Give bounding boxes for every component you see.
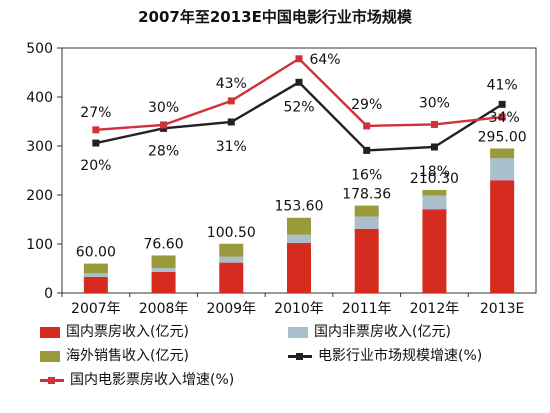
series-data-label: 34%	[489, 110, 520, 126]
legend-label-domestic-non-box-office: 国内非票房收入(亿元)	[314, 324, 451, 340]
bar-segment	[422, 195, 447, 210]
series-data-label: 30%	[148, 100, 179, 116]
y-tick-label: 400	[26, 90, 53, 106]
bar-segment	[219, 256, 244, 263]
legend-item-domestic-box-office: 国内票房收入(亿元)	[40, 322, 189, 342]
x-tick-label: 2010年	[274, 301, 324, 317]
series-marker	[498, 100, 506, 108]
bar-total-label: 295.00	[478, 129, 527, 145]
legend-line-box-office-growth	[40, 375, 64, 386]
y-tick-label: 100	[26, 237, 53, 253]
series-data-label: 20%	[80, 158, 111, 174]
bar-segment	[287, 243, 311, 293]
series-data-label: 27%	[80, 105, 111, 121]
series-marker	[227, 118, 235, 126]
series-data-label: 28%	[148, 143, 179, 159]
bar-segment	[151, 255, 176, 269]
legend-label-domestic-box-office: 国内票房收入(亿元)	[66, 324, 189, 340]
bar-segment	[490, 158, 515, 181]
legend-swatch-overseas-sales	[40, 350, 60, 362]
legend-item-box-office-growth: 国内电影票房收入增速(%)	[40, 370, 234, 390]
series-marker	[498, 113, 506, 121]
legend-label-industry-growth: 电影行业市场规模增速(%)	[318, 348, 483, 364]
chart-title: 2007年至2013E中国电影行业市场规模	[138, 8, 412, 26]
bar-segment	[151, 268, 176, 272]
x-tick-label: 2011年	[342, 301, 392, 317]
bar-segment	[219, 262, 244, 293]
x-tick-label: 2013E	[480, 301, 524, 317]
series-data-label: 52%	[283, 99, 314, 115]
series-marker	[295, 55, 303, 63]
bar-segment	[83, 273, 108, 277]
series-data-label: 29%	[351, 97, 382, 113]
bar-segment	[287, 234, 311, 244]
bar-segment	[490, 180, 515, 293]
series-data-label: 16%	[351, 167, 382, 183]
legend: 国内票房收入(亿元) 国内非票房收入(亿元) 海外销售收入(亿元) 电影行业市场…	[40, 322, 540, 410]
series-marker	[363, 122, 371, 130]
series-marker	[227, 97, 235, 105]
bar-total-label: 178.36	[342, 187, 391, 203]
bar-total-label: 210.30	[410, 171, 459, 187]
bar-segment	[83, 276, 108, 293]
series-data-label: 64%	[309, 52, 340, 68]
legend-item-industry-growth: 电影行业市场规模增速(%)	[288, 346, 482, 366]
series-data-label: 43%	[216, 76, 247, 92]
series-data-label: 30%	[419, 95, 450, 111]
bar-segment	[83, 263, 108, 274]
series-marker	[92, 139, 100, 147]
bar-segment	[354, 205, 379, 217]
x-tick-label: 2008年	[139, 301, 189, 317]
y-tick-label: 0	[44, 286, 53, 302]
legend-item-domestic-non-box-office: 国内非票房收入(亿元)	[288, 322, 451, 342]
x-tick-label: 2012年	[410, 301, 460, 317]
series-line	[95, 57, 503, 132]
y-tick-label: 200	[26, 188, 53, 204]
bar-segment	[422, 209, 447, 293]
legend-swatch-domestic-box-office	[40, 326, 60, 338]
bar-total-label: 60.00	[76, 245, 116, 261]
legend-line-industry-growth	[288, 351, 312, 362]
series-marker	[363, 146, 371, 154]
y-tick-label: 500	[26, 41, 53, 57]
series-marker	[160, 121, 168, 129]
series-marker	[92, 126, 100, 134]
x-tick-label: 2007年	[71, 301, 121, 317]
series-data-label: 41%	[487, 77, 518, 93]
series-line	[95, 80, 503, 152]
y-tick-label: 300	[26, 139, 53, 155]
bar-total-label: 76.60	[144, 236, 184, 252]
bar-segment	[219, 243, 244, 257]
bar-total-label: 100.50	[207, 225, 256, 241]
bar-segment	[354, 228, 379, 293]
legend-label-box-office-growth: 国内电影票房收入增速(%)	[70, 372, 235, 388]
bar-segment	[422, 189, 447, 196]
bar-segment	[151, 271, 176, 293]
series-marker	[430, 143, 438, 151]
bar-total-label: 153.60	[275, 199, 324, 215]
bar-segment	[287, 217, 311, 235]
series-marker	[295, 78, 303, 86]
series-marker	[430, 120, 438, 128]
legend-item-overseas-sales: 海外销售收入(亿元)	[40, 346, 189, 366]
bar-segment	[490, 148, 515, 159]
series-data-label: 31%	[216, 139, 247, 155]
bar-segment	[354, 216, 379, 229]
legend-swatch-domestic-non-box-office	[288, 326, 308, 338]
plot-area: 0 100 200 300 400 500 2007年 2008年 2009年 2010年 2011…	[26, 41, 537, 317]
legend-label-overseas-sales: 海外销售收入(亿元)	[66, 348, 189, 364]
series-data-label: 18%	[419, 164, 450, 180]
x-tick-label: 2009年	[206, 301, 256, 317]
